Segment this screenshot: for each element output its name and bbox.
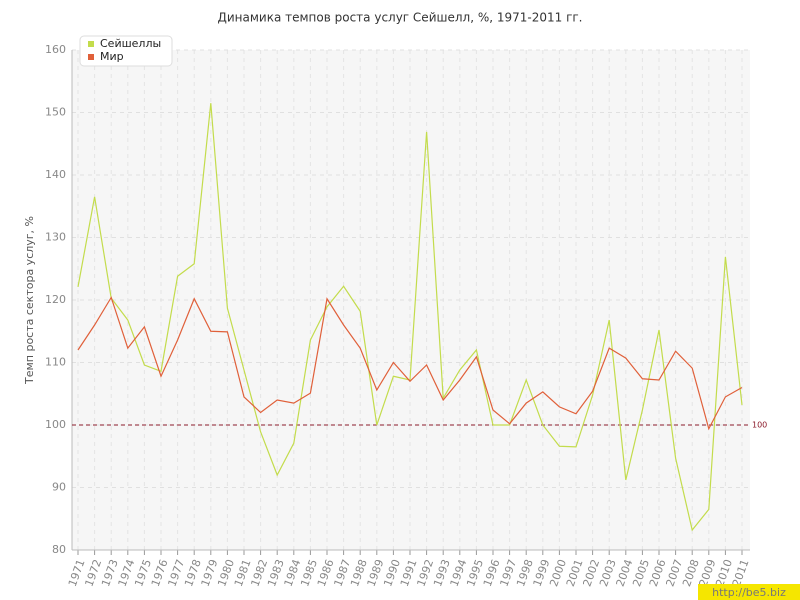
y-axis-label: Темп роста сектора услуг, %	[23, 216, 36, 385]
reference-label: 100	[752, 421, 767, 430]
y-tick-label: 90	[52, 481, 66, 494]
y-tick-label: 130	[45, 231, 66, 244]
series-line	[77, 296, 743, 431]
legend-box	[79, 35, 173, 67]
legend-swatch	[88, 54, 94, 60]
y-tick-label: 160	[45, 43, 66, 56]
y-tick-label: 150	[45, 106, 66, 119]
series-line	[77, 103, 743, 532]
y-tick-label: 110	[45, 356, 66, 369]
legend-label: Мир	[100, 50, 124, 63]
y-tick-label: 120	[45, 293, 66, 306]
y-tick-label: 100	[45, 418, 66, 431]
legend-swatch	[88, 41, 94, 47]
watermark-bg	[698, 584, 800, 600]
chart-title: Динамика темпов роста услуг Сейшелл, %, …	[217, 11, 582, 25]
legend-label: Сейшеллы	[100, 37, 161, 50]
y-tick-label: 80	[52, 543, 66, 556]
watermark: http://be5.biz	[712, 586, 786, 599]
y-tick-label: 140	[45, 168, 66, 181]
